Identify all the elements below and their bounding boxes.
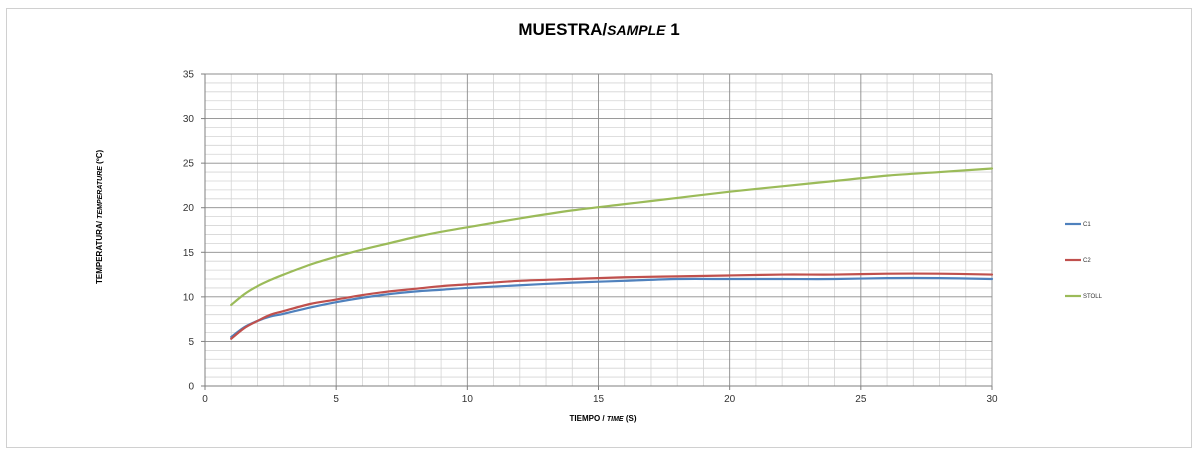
legend: C1 C2 STOLL — [1065, 222, 1103, 300]
x-tick-label: 5 — [333, 394, 339, 405]
y-tick-label: 25 — [183, 159, 195, 170]
y-tick-label: 15 — [183, 248, 195, 259]
x-tick-label: 30 — [986, 394, 998, 405]
x-tick-label: 25 — [855, 394, 867, 405]
major-grid — [204, 73, 993, 387]
x-axis-label-italic: TIME — [606, 416, 624, 423]
y-tick-label: 20 — [183, 203, 195, 214]
series-line-stoll — [230, 167, 994, 306]
y-tick-label: 35 — [183, 70, 195, 81]
legend-label-stoll: STOLL — [1083, 294, 1103, 300]
x-tick-label: 15 — [593, 394, 605, 405]
x-tick-label: 20 — [724, 394, 736, 405]
x-tick-label: 0 — [202, 394, 208, 405]
y-tick-label: 0 — [188, 382, 194, 393]
x-axis-label: TIEMPO / TIME (S) — [569, 414, 637, 423]
chart-title-italic: SAMPLE — [607, 22, 666, 38]
y-tick-label: 5 — [188, 337, 194, 348]
series-line-c2 — [230, 272, 994, 340]
chart-title: MUESTRA/SAMPLE 1 — [518, 20, 680, 39]
chart-frame — [6, 8, 1192, 448]
y-tick-label: 10 — [183, 292, 195, 303]
legend-label-c2: C2 — [1083, 258, 1091, 264]
x-tick-label: 10 — [462, 394, 474, 405]
y-tick-label: 30 — [183, 114, 195, 125]
series-lines — [230, 167, 994, 340]
series-line-c1 — [230, 276, 994, 339]
tick-labels: 0 5 10 15 20 25 30 0 5 10 15 20 25 30 35 — [183, 70, 998, 406]
legend-label-c1: C1 — [1083, 222, 1091, 228]
